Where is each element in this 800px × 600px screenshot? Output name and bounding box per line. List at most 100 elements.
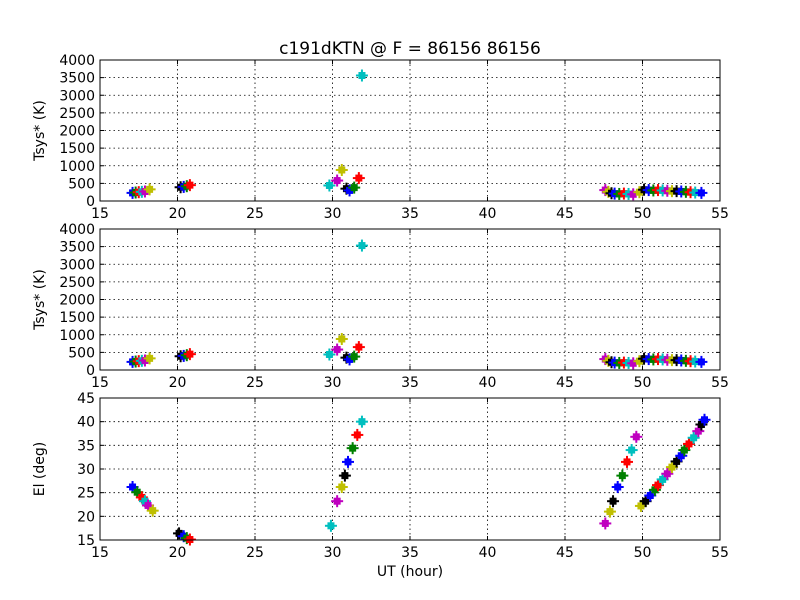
y-tick-label: 20 [77,509,95,525]
panels: 15 20 25 30 35 40 45 50 550500100015002000250030… [32,53,729,580]
plot-frame [99,397,721,541]
data-point [352,172,365,185]
data-point [331,343,344,356]
x-tick-label: 15 [91,375,109,391]
y-tick-label: 1000 [59,328,95,344]
y-tick-label: 1500 [59,141,95,157]
data-point [355,239,368,252]
data-point [607,495,620,508]
data-point [331,495,344,508]
x-tick-label: 20 [169,206,187,222]
x-tick-label: 20 [169,375,187,391]
data-point [348,350,361,363]
y-tick-label: 2500 [59,275,95,291]
plot-frame [99,59,721,202]
data-point [183,348,196,361]
data-point [335,163,348,176]
data-point [695,355,708,368]
panel-3: 15 20 25 30 35 40 45 50 55 15 20 25 30 35 40 45 El (deg)… [32,391,729,580]
y-tick-label: 35 [77,438,95,454]
data-point [687,431,700,444]
data-point [630,430,643,443]
data-point [611,480,624,493]
data-point [348,181,361,194]
data-points [126,413,711,546]
x-tick-label: 25 [246,545,264,561]
data-point [355,415,368,428]
data-point [335,332,348,345]
x-tick-label: 35 [401,375,419,391]
data-point [324,519,337,532]
x-tick-label: 55 [711,206,729,222]
data-points [126,69,708,201]
y-tick-label: 1000 [59,159,95,175]
y-tick-label: 15 [77,533,95,549]
data-point [338,469,351,482]
x-tick-label: 15 [91,206,109,222]
x-tick-label: 20 [169,545,187,561]
y-axis-label: Tsys* (K) [32,100,48,162]
x-tick-label: 40 [479,545,497,561]
y-tick-label: 0 [86,363,95,379]
y-tick-label: 25 [77,486,95,502]
y-tick-label: 500 [68,345,95,361]
y-tick-label: 500 [68,176,95,192]
x-tick-label: 50 [634,545,652,561]
y-tick-label: 2000 [59,293,95,309]
grid [100,60,720,201]
y-axis-label: Tsys* (K) [32,269,48,331]
grid [100,229,720,370]
data-point [323,179,336,192]
y-tick-label: 30 [77,462,95,478]
x-tick-label: 50 [634,375,652,391]
y-tick-label: 45 [77,391,95,407]
y-tick-label: 40 [77,415,95,431]
data-point [342,455,354,468]
data-point [355,69,368,82]
y-tick-label: 3000 [59,88,95,104]
data-point [335,480,348,493]
x-tick-label: 30 [324,206,342,222]
x-tick-label: 15 [91,545,109,561]
data-point [352,341,365,354]
x-tick-label: 35 [401,545,419,561]
y-tick-label: 3000 [59,257,95,273]
y-tick-label: 2500 [59,106,95,122]
data-point [683,437,695,450]
x-tick-label: 40 [479,375,497,391]
data-point [323,348,336,361]
x-axis-label: UT (hour) [377,564,443,580]
y-tick-label: 1500 [59,310,95,326]
x-tick-label: 55 [711,545,729,561]
data-point [621,455,633,468]
x-tick-label: 45 [556,206,574,222]
data-points [126,239,708,370]
y-tick-label: 4000 [59,53,95,69]
data-point [599,517,612,530]
x-tick-label: 35 [401,206,419,222]
data-point [143,183,156,196]
data-point [143,352,156,365]
data-point [351,428,364,441]
y-tick-label: 2000 [59,124,95,140]
x-tick-label: 30 [324,545,342,561]
data-point [625,444,638,457]
data-point [678,444,691,457]
data-point [616,469,629,482]
data-point [146,504,159,517]
data-point [346,442,359,455]
data-point [603,505,616,518]
x-tick-label: 25 [246,375,264,391]
y-tick-label: 0 [86,194,95,210]
data-point [661,467,674,480]
data-point [331,174,344,187]
x-tick-label: 25 [246,206,264,222]
chart-title: c191dKTN @ F = 86156 86156 [279,39,541,59]
y-tick-label: 3500 [59,240,95,256]
data-point [695,186,708,199]
data-point [698,413,711,426]
data-point [183,179,196,192]
